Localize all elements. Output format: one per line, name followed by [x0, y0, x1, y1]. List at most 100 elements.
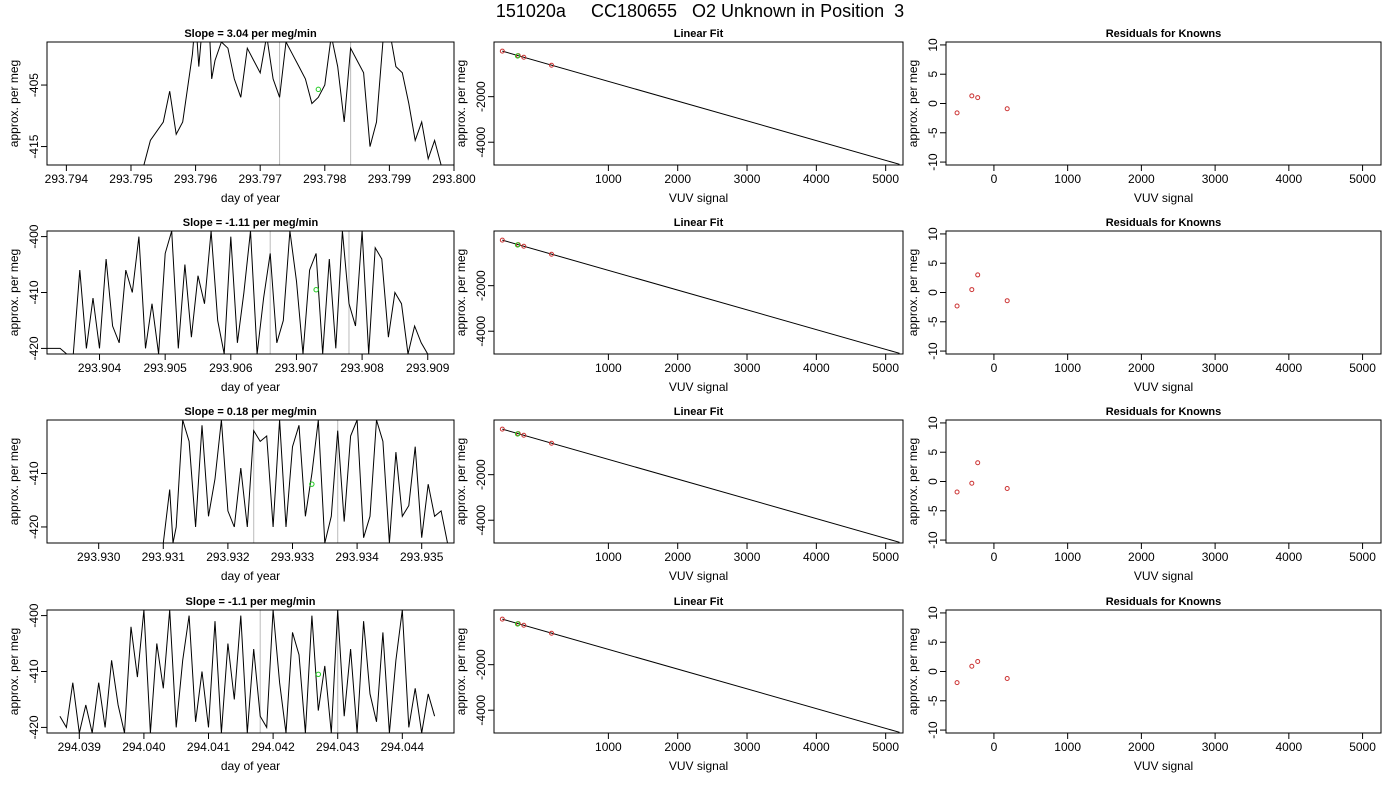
known-point [521, 54, 527, 60]
x-tick-label: 293.932 [206, 550, 250, 564]
y-tick-label: 10 [926, 606, 940, 620]
x-axis-label: day of year [221, 191, 280, 205]
known-point [1004, 298, 1010, 304]
x-tick-label: 293.794 [45, 172, 89, 186]
y-tick-label: 5 [926, 639, 940, 646]
panel-3-2: Linear Fit VUV signal approx. per meg 1000 2… [454, 406, 904, 583]
plot-area [47, 420, 448, 543]
unknown-point [313, 287, 319, 293]
plot-frame [945, 419, 1382, 544]
y-tick-label: 5 [926, 71, 940, 78]
unknown-point [514, 242, 521, 248]
panel-title: Linear Fit [674, 217, 724, 229]
known-point [975, 460, 981, 466]
y-tick-label: -4000 [474, 505, 488, 536]
plot-frame [493, 609, 904, 734]
x-tick-label: 4000 [803, 550, 830, 564]
panel-3-1: Slope = 0.18 per meg/min day of year appro… [7, 406, 455, 583]
y-axis-label: approx. per meg [454, 249, 468, 336]
y-tick-label: 10 [926, 416, 940, 430]
known-point [549, 251, 555, 257]
x-tick-label: 293.795 [109, 172, 153, 186]
plot-frame [46, 41, 455, 166]
panel-2-2: Linear Fit VUV signal approx. per meg 1000 2… [454, 217, 904, 394]
known-point [954, 489, 960, 495]
x-tick-label: 0 [991, 740, 998, 754]
y-tick-label: -410 [27, 461, 41, 485]
known-point [521, 622, 527, 628]
plot-frame [945, 41, 1382, 166]
known-point [1004, 486, 1010, 492]
panel-3-3: Residuals for Knowns VUV signal approx. pe… [906, 406, 1382, 583]
known-point [969, 480, 975, 486]
known-point [975, 659, 981, 665]
y-tick-label: -5 [926, 695, 940, 706]
plot-frame [945, 230, 1382, 355]
x-tick-label: 4000 [1275, 550, 1302, 564]
panel-4-2: Linear Fit VUV signal approx. per meg 1000 2… [454, 596, 904, 773]
known-point [499, 237, 505, 243]
y-tick-label: -4000 [474, 316, 488, 347]
x-tick-label: 2000 [664, 361, 691, 375]
x-tick-label: 1000 [595, 550, 622, 564]
y-tick-label: -410 [27, 280, 41, 304]
x-tick-label: 2000 [664, 172, 691, 186]
x-tick-label: 1000 [1054, 550, 1081, 564]
y-axis-label: approx. per meg [906, 628, 920, 715]
x-axis-label: VUV signal [1134, 380, 1193, 394]
panel-1-1: Slope = 3.04 per meg/min day of year appro… [7, 28, 476, 205]
y-axis-label: approx. per meg [7, 628, 21, 715]
known-point [521, 432, 527, 438]
unknown-point [514, 621, 521, 627]
known-point [499, 426, 505, 432]
plot-frame [46, 419, 455, 544]
x-tick-label: 3000 [1202, 361, 1229, 375]
y-tick-label: -2000 [474, 649, 488, 680]
plot-area [954, 659, 1010, 686]
y-tick-label: -2000 [474, 459, 488, 490]
x-tick-label: 2000 [1128, 740, 1155, 754]
y-axis-label: approx. per meg [906, 60, 920, 147]
panel-title: Slope = 0.18 per meg/min [184, 406, 317, 418]
x-tick-label: 4000 [1275, 172, 1302, 186]
x-tick-label: 3000 [734, 361, 761, 375]
x-axis-label: VUV signal [669, 569, 728, 583]
y-axis-label: approx. per meg [906, 249, 920, 336]
x-tick-label: 4000 [1275, 740, 1302, 754]
panel-title: Residuals for Knowns [1106, 596, 1222, 608]
known-point [1004, 676, 1010, 682]
plot-area [143, 42, 442, 165]
known-point [969, 93, 975, 99]
x-axis-label: day of year [221, 759, 280, 773]
y-tick-label: -5 [926, 127, 940, 138]
x-tick-label: 5000 [1349, 740, 1376, 754]
y-axis-label: approx. per meg [7, 438, 21, 525]
known-point [549, 62, 555, 68]
x-tick-label: 2000 [1128, 172, 1155, 186]
plot-area [499, 237, 900, 354]
y-tick-label: -10 [926, 153, 940, 171]
panel-4-3: Residuals for Knowns VUV signal approx. pe… [906, 596, 1382, 773]
x-tick-label: 293.908 [340, 361, 384, 375]
plot-frame [46, 609, 455, 734]
y-tick-label: 10 [926, 227, 940, 241]
series-line [47, 231, 435, 354]
x-axis-label: day of year [221, 569, 280, 583]
plot-frame [945, 609, 1382, 734]
x-tick-label: 293.800 [432, 172, 476, 186]
y-tick-label: -10 [926, 531, 940, 549]
x-tick-label: 293.798 [303, 172, 347, 186]
x-tick-label: 3000 [734, 740, 761, 754]
x-tick-label: 3000 [734, 172, 761, 186]
plot-area [59, 610, 436, 733]
plot-frame [493, 230, 904, 355]
plot-area [954, 93, 1010, 116]
fit-line [502, 50, 900, 165]
x-tick-label: 0 [991, 361, 998, 375]
x-tick-label: 1000 [1054, 361, 1081, 375]
x-tick-label: 293.907 [275, 361, 319, 375]
x-tick-label: 293.904 [78, 361, 122, 375]
page-title: 151020a CC180655 O2 Unknown in Position … [495, 1, 905, 21]
x-tick-label: 4000 [803, 740, 830, 754]
unknown-point [315, 671, 322, 677]
